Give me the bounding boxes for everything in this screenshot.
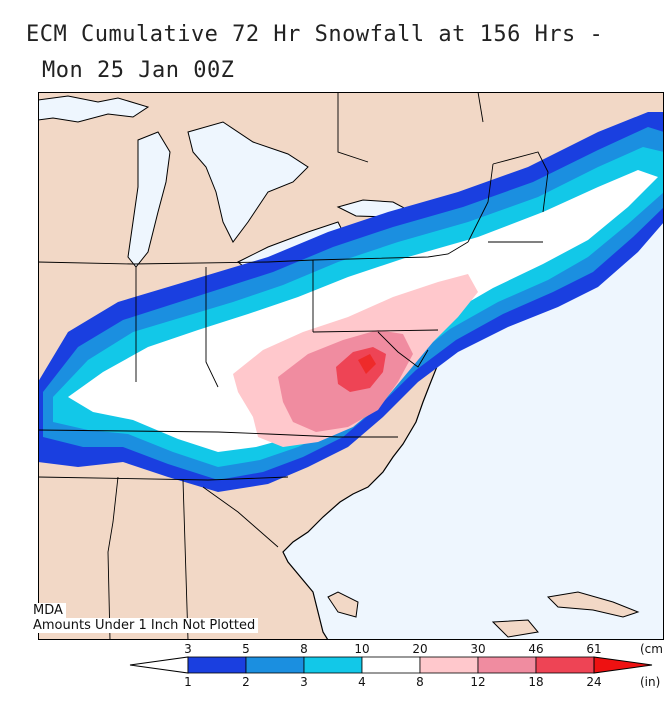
map-title: ECM Cumulative 72 Hr Snowfall at 156 Hrs… [20,22,610,47]
lake-superior [38,95,150,123]
legend-in-unit: (in) [640,675,660,689]
legend-cm-tick: 10 [354,642,369,656]
map-valid-time: Mon 25 Jan 00Z [36,58,241,83]
legend-swatch [187,656,247,674]
threshold-note: Amounts Under 1 Inch Not Plotted [30,618,259,633]
legend-in-tick: 1 [184,675,192,689]
legend-swatch [477,656,537,674]
legend-cm-tick: 20 [412,642,427,656]
snowfall-legend: 3 5 8 10 20 30 46 61 1 2 3 4 8 12 18 24 (cm (in) [129,642,663,689]
legend-in-tick: 8 [416,675,424,689]
data-source-label: MDA [30,603,66,618]
boundaries [38,92,549,640]
snow-band-24in [358,354,376,374]
legend-cm-tick: 3 [184,642,192,656]
legend-cm-tick: 46 [528,642,543,656]
legend-arrow-high [593,656,653,674]
lake-michigan [127,131,171,268]
island [491,619,539,638]
snow-band-18in [336,347,386,392]
legend-swatch [535,656,595,674]
snowfall-map [38,92,664,640]
legend-in-tick: 12 [470,675,485,689]
legend-in-tick: 2 [242,675,250,689]
cuba [546,591,640,618]
legend-cm-tick: 61 [586,642,601,656]
legend-cm-tick: 30 [470,642,485,656]
legend-swatch [303,656,363,674]
legend-in-tick: 3 [300,675,308,689]
legend-swatch [419,656,479,674]
legend-swatch [245,656,305,674]
legend-arrow-low [129,656,189,674]
legend-in-tick: 18 [528,675,543,689]
legend-in-tick: 4 [358,675,366,689]
legend-in-tick: 24 [586,675,601,689]
legend-swatch [361,656,421,674]
lake-huron [187,121,309,243]
legend-cm-unit: (cm [640,642,663,656]
florida-keys [327,591,359,618]
legend-cm-tick: 5 [242,642,250,656]
legend-cm-tick: 8 [300,642,308,656]
